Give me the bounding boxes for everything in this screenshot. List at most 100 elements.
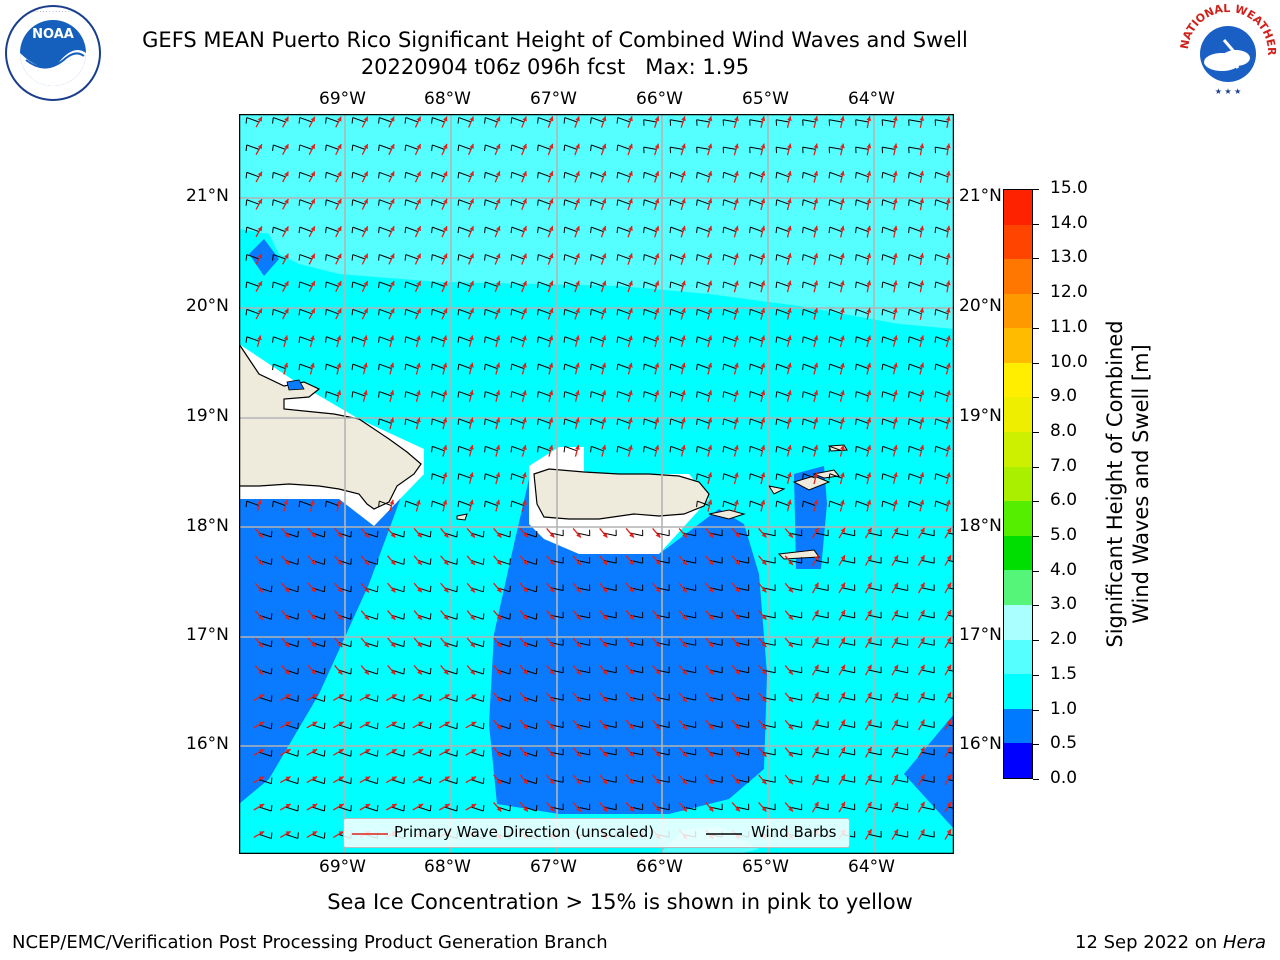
wave-direction-arrowhead [443, 560, 449, 565]
wind-barb [326, 171, 339, 178]
wave-direction-arrowhead [469, 253, 474, 259]
wave-direction-arrowhead [257, 335, 262, 341]
wind-barb-flag [482, 585, 485, 592]
wind-barb-flag [325, 391, 327, 398]
wave-direction-arrowhead [283, 499, 289, 505]
wind-barb [882, 445, 896, 452]
wave-direction-arrowhead [840, 253, 845, 258]
wave-direction-arrowhead [549, 751, 555, 757]
colorbar-segment [1004, 259, 1032, 294]
wind-barb-flag [298, 227, 301, 234]
wind-barb [723, 199, 737, 205]
wave-direction-arrowhead [523, 779, 528, 785]
wind-barb [697, 445, 710, 452]
wave-direction-arrowhead [258, 560, 263, 565]
wind-barb [391, 806, 405, 812]
wave-direction-arrowhead [629, 751, 634, 757]
wind-barb-flag [590, 418, 592, 425]
wind-barb [379, 418, 392, 424]
wave-direction-arrowhead [654, 225, 660, 231]
wave-direction-arrowhead [548, 226, 554, 231]
wind-barb [273, 171, 286, 178]
wind-barb [326, 144, 339, 150]
wind-barb-flag [245, 281, 248, 288]
wave-direction-arrowhead [442, 198, 448, 204]
wind-barb [841, 751, 855, 756]
lon-label-bottom: 69°W [319, 857, 366, 877]
wind-barb-flag [272, 199, 274, 206]
wind-barb [432, 144, 445, 150]
wave-direction-arrowhead [787, 390, 792, 396]
wind-barb [935, 226, 949, 233]
wind-barb-flag [696, 199, 698, 206]
wind-barb [868, 833, 882, 838]
wind-barb-flag [510, 172, 513, 179]
wind-barb [485, 418, 498, 424]
wind-barb [485, 226, 498, 233]
wind-barb [935, 171, 949, 178]
wind-barb [750, 171, 763, 178]
wave-direction-arrowhead [866, 390, 872, 396]
wind-barb [246, 171, 260, 178]
wind-barb-flag [484, 336, 486, 343]
wind-barb-flag [509, 777, 511, 784]
wind-barb [947, 751, 954, 754]
wave-direction-arrowhead [337, 669, 343, 675]
wave-direction-arrowhead [840, 198, 845, 204]
wind-barb-flag [457, 473, 460, 480]
wave-direction-arrowhead [945, 170, 951, 176]
wind-barb-flag [669, 336, 672, 343]
wind-barb-flag [431, 199, 433, 206]
wave-direction-arrowhead [575, 390, 580, 396]
wave-direction-arrowhead [364, 560, 369, 565]
wind-barb-flag [616, 418, 619, 425]
wind-barb-flag [775, 391, 778, 398]
wave-direction-arrowhead [867, 555, 872, 561]
wind-barb [379, 336, 392, 342]
wind-barb-flag [855, 418, 857, 425]
wave-direction-arrowhead [734, 253, 739, 259]
wave-direction-arrowhead [734, 171, 739, 176]
colorbar-segment [1004, 501, 1032, 536]
wave-direction-arrowhead [495, 171, 501, 177]
wave-direction-arrowhead [310, 116, 315, 122]
wave-direction-arrowhead [364, 642, 369, 648]
wind-barb-flag [775, 473, 778, 480]
wave-direction-arrowhead [363, 171, 368, 177]
wave-direction-arrowhead [761, 724, 767, 730]
wind-barb-flag [802, 391, 804, 398]
wind-barb-flag [457, 172, 460, 179]
wind-barb-flag [325, 117, 327, 124]
wind-barb [644, 199, 657, 205]
wind-barb-flag [457, 501, 460, 508]
wind-barb [803, 418, 816, 424]
wind-barb [405, 199, 419, 205]
wave-direction-arrowhead [417, 614, 422, 620]
wave-direction-arrowhead [389, 390, 395, 396]
wave-direction-arrowhead [470, 642, 475, 648]
wave-direction-arrowhead [920, 582, 925, 588]
wind-barb-flag [351, 199, 354, 206]
wave-direction-arrowhead [365, 804, 371, 809]
wind-barb [723, 473, 737, 479]
wind-barb-flag [934, 336, 937, 343]
wind-barb [841, 642, 855, 646]
wave-direction-arrowhead [761, 697, 767, 702]
wind-barb [750, 308, 763, 315]
wave-direction-arrowhead [628, 143, 633, 149]
wind-barb-flag [350, 667, 352, 675]
wind-barb [273, 500, 286, 507]
sea-0-5-to-1-0-vi [794, 466, 827, 569]
wind-barb [803, 445, 816, 452]
wind-barb [485, 391, 498, 397]
wave-direction-arrowhead [575, 280, 580, 286]
wind-barb-flag [351, 172, 354, 179]
wind-barb [670, 308, 684, 315]
wave-direction-arrowhead [708, 697, 714, 702]
wind-barb [921, 779, 935, 783]
wind-barb [921, 642, 935, 646]
wind-barb [644, 226, 657, 233]
wind-barb-flag [828, 364, 831, 371]
wave-direction-arrowhead [681, 171, 686, 176]
wave-direction-arrowhead [416, 253, 421, 259]
